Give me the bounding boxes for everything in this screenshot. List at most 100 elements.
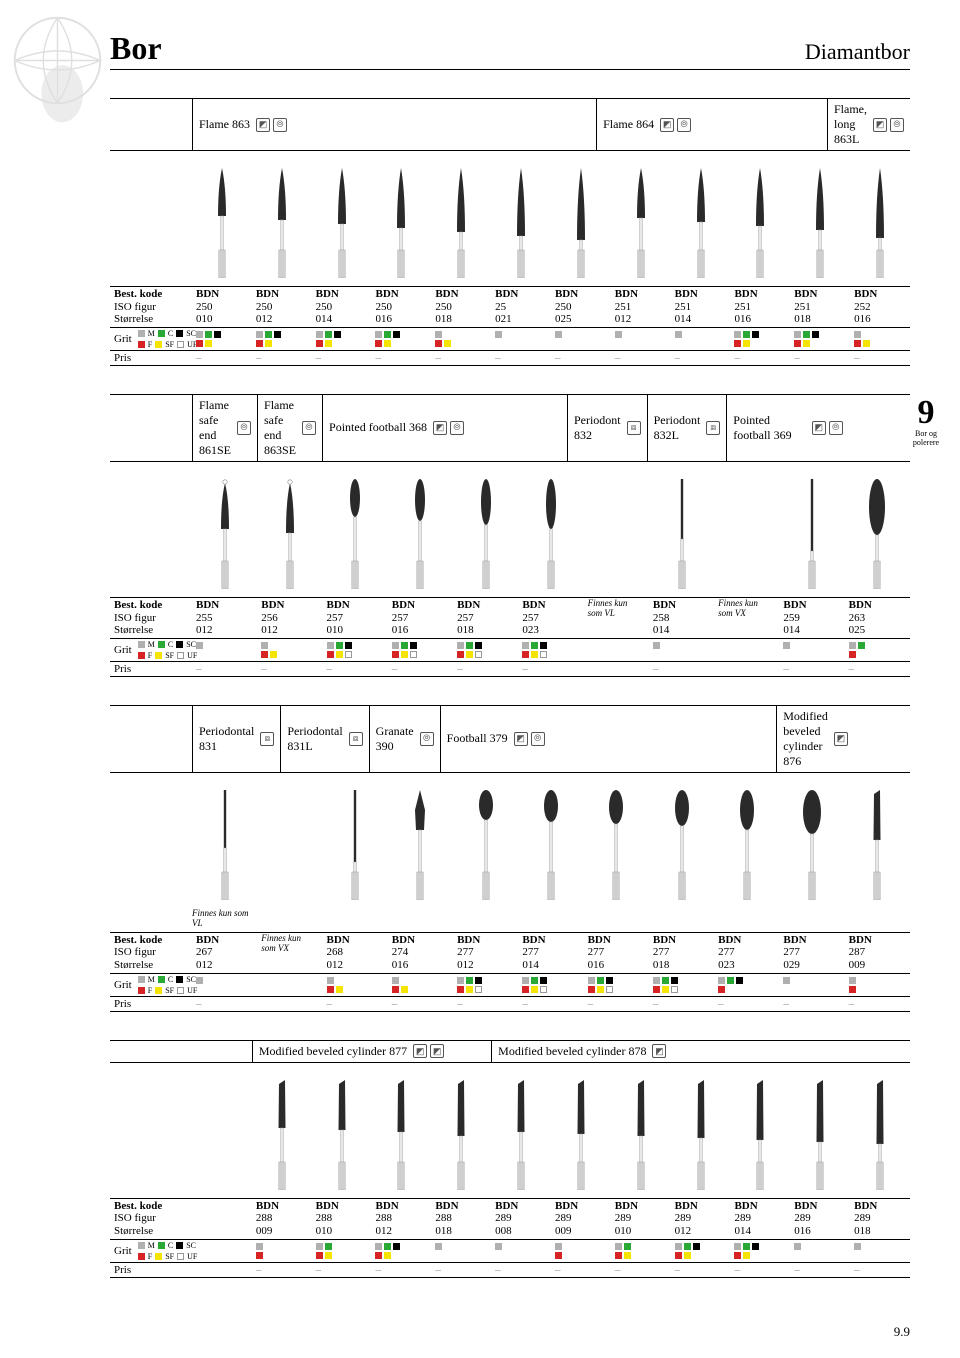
section-header: Periodontal 831 ⧈ Periodontal 831L ⧈ Gra… bbox=[110, 705, 910, 773]
data-cell: BDN289010 bbox=[611, 1198, 671, 1239]
grit-square bbox=[336, 986, 343, 993]
finnes-note: Finnes kun som VL bbox=[588, 599, 645, 619]
label-grit: Grit MCSC FSFUF bbox=[110, 327, 192, 350]
grit-square bbox=[345, 642, 352, 649]
grit-square bbox=[531, 977, 538, 984]
header-label: Pointed football 368 bbox=[329, 420, 427, 435]
grit-square bbox=[325, 1252, 332, 1259]
data-cell: BDN274016 bbox=[388, 932, 453, 973]
grit-square bbox=[653, 642, 660, 649]
grit-square bbox=[334, 331, 341, 338]
bur-shape bbox=[790, 159, 850, 282]
price-dash: – bbox=[522, 663, 528, 675]
price-dash: – bbox=[375, 352, 381, 364]
data-cell: BDN277029 bbox=[779, 932, 844, 973]
usage-icon: ◩ bbox=[413, 1044, 427, 1058]
grit-square bbox=[392, 977, 399, 984]
usage-icon: ◩ bbox=[514, 732, 528, 746]
grit-square bbox=[261, 651, 268, 658]
grit-square bbox=[393, 331, 400, 338]
header-label: Flame 863 bbox=[199, 117, 250, 132]
header-label: Pointed football 369 bbox=[733, 413, 805, 443]
price-dash: – bbox=[457, 663, 463, 675]
grit-square bbox=[435, 331, 442, 338]
grit-square bbox=[794, 340, 801, 347]
bur-shape bbox=[192, 781, 257, 904]
grit-square bbox=[410, 642, 417, 649]
grit-square bbox=[336, 651, 343, 658]
grit-square bbox=[794, 331, 801, 338]
price-dash: – bbox=[522, 998, 528, 1010]
title-bar: Bor Diamantbor bbox=[110, 30, 910, 70]
note-cell bbox=[649, 908, 714, 928]
grit-square bbox=[457, 651, 464, 658]
bur-shape bbox=[312, 159, 372, 282]
data-cell: BDN288012 bbox=[371, 1198, 431, 1239]
header-label: Flame safe end 863SE bbox=[264, 398, 296, 458]
grit-square bbox=[693, 1243, 700, 1250]
data-cell: BDN250016 bbox=[371, 287, 431, 328]
header-label: Periodontal 831L bbox=[287, 724, 342, 754]
label-pris: Pris bbox=[110, 661, 192, 676]
bur-shape bbox=[518, 781, 583, 904]
data-cell: BDN251016 bbox=[730, 287, 790, 328]
grit-square bbox=[393, 1243, 400, 1250]
perio-icon: ⧈ bbox=[627, 421, 641, 435]
grit-square bbox=[854, 340, 861, 347]
grit-square bbox=[327, 651, 334, 658]
price-dash: – bbox=[718, 998, 724, 1010]
usage-icon: ⦾ bbox=[237, 421, 251, 435]
grit-cell bbox=[196, 329, 248, 349]
finnes-note: Finnes kun som VX bbox=[718, 599, 775, 619]
grit-square bbox=[196, 331, 203, 338]
data-cell: BDN257016 bbox=[388, 597, 453, 638]
note-cell bbox=[323, 908, 388, 928]
grit-cell bbox=[522, 975, 579, 995]
usage-icon: ⦾ bbox=[677, 118, 691, 132]
data-table: Best. kodeISO figurStørrelse BDN255012BD… bbox=[110, 597, 910, 677]
grit-square bbox=[392, 986, 399, 993]
grit-square bbox=[653, 977, 660, 984]
grit-square bbox=[531, 986, 538, 993]
grit-square bbox=[734, 1252, 741, 1259]
grit-square bbox=[555, 331, 562, 338]
header-group: Periodontal 831L ⧈ bbox=[280, 706, 368, 772]
header-group: Flame safe end 861SE ⦾ bbox=[192, 395, 257, 461]
grit-cell bbox=[457, 640, 514, 660]
grit-square bbox=[375, 1243, 382, 1250]
grit-square bbox=[274, 331, 281, 338]
price-dash: – bbox=[261, 663, 267, 675]
data-cell: BDN250018 bbox=[431, 287, 491, 328]
price-dash: – bbox=[392, 998, 398, 1010]
bur-shape bbox=[453, 470, 518, 593]
bur-shape bbox=[850, 1071, 910, 1194]
grit-square bbox=[743, 331, 750, 338]
grit-square bbox=[671, 986, 678, 993]
grit-square bbox=[854, 331, 861, 338]
grit-square bbox=[392, 642, 399, 649]
header-group: Granate 390 ⦾ bbox=[369, 706, 440, 772]
note-cell bbox=[518, 908, 583, 928]
side-tab: 9 Bor og polerere bbox=[904, 396, 948, 448]
data-cell: BDN252016 bbox=[850, 287, 910, 328]
grit-cell bbox=[522, 640, 579, 660]
grit-square bbox=[196, 340, 203, 347]
grit-cell bbox=[794, 1241, 846, 1254]
grit-cell bbox=[392, 975, 449, 995]
grit-cell bbox=[196, 975, 253, 988]
grit-square bbox=[588, 977, 595, 984]
grit-square bbox=[270, 651, 277, 658]
label-best: Best. kodeISO figurStørrelse bbox=[110, 932, 192, 973]
grit-cell bbox=[457, 975, 514, 995]
grit-square bbox=[531, 642, 538, 649]
price-dash: – bbox=[327, 998, 333, 1010]
grit-square bbox=[522, 651, 529, 658]
bur-shape bbox=[371, 1071, 431, 1194]
grit-square bbox=[743, 1243, 750, 1250]
note-cell bbox=[714, 908, 779, 928]
data-cell: BDN251018 bbox=[790, 287, 850, 328]
perio-icon: ⧈ bbox=[260, 732, 274, 746]
price-dash: – bbox=[495, 352, 501, 364]
data-cell: BDN277014 bbox=[518, 932, 583, 973]
price-dash: – bbox=[794, 1264, 800, 1276]
